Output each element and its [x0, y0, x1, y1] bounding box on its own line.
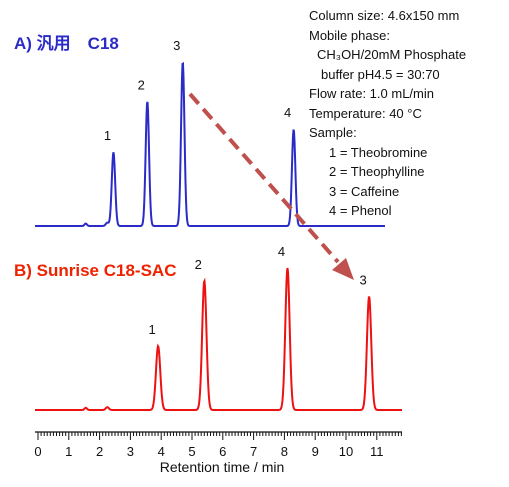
peak-label: 4	[284, 105, 291, 120]
tick-label: 8	[281, 444, 288, 459]
sample-item: 2 = Theophylline	[329, 164, 425, 179]
tick-label: 6	[219, 444, 226, 459]
column-size-text: Column size: 4.6x150 mm	[309, 8, 460, 23]
arrow-line	[188, 92, 340, 264]
tick-label: 11	[370, 444, 384, 459]
tick-label: 0	[34, 444, 41, 459]
conditions-panel: Column size: 4.6x150 mm Mobile phase: CH…	[309, 6, 466, 221]
mobile-phase-line2: buffer pH4.5 = 30:70	[321, 66, 440, 82]
mobile-phase-label: Mobile phase:	[309, 27, 390, 43]
tick-label: 3	[127, 444, 134, 459]
sample-item: 3 = Caffeine	[329, 183, 400, 199]
tick-label: 7	[250, 444, 257, 459]
chromatogram-trace-b	[35, 267, 402, 411]
tick-label: 5	[188, 444, 195, 459]
x-axis-label: Retention time / min	[160, 459, 285, 475]
tick-label: 10	[339, 444, 353, 459]
peak-label: 3	[359, 272, 366, 287]
mobile-phase-line1: CH₃OH/20mM Phosphate	[317, 47, 467, 62]
temperature-text: Temperature: 40 °C	[309, 105, 422, 121]
tick-label: 2	[96, 444, 103, 459]
arrow-head	[332, 258, 354, 280]
tick-label: 1	[65, 444, 72, 459]
peak-label: 1	[148, 322, 155, 337]
chart-b-title: B) Sunrise C18-SAC	[14, 261, 176, 280]
x-axis: 0 1 2 3 4 5 6 7 8 9 10 11	[34, 431, 402, 459]
sample-item: 1 = Theobromine	[329, 144, 428, 160]
peak-label: 1	[104, 128, 111, 143]
sample-label: Sample:	[309, 125, 357, 140]
peak-label: 2	[138, 77, 145, 92]
tick-label: 4	[158, 444, 165, 459]
sample-item: 4 = Phenol	[329, 203, 392, 218]
tick-label: 9	[312, 444, 319, 459]
peak-label: 3	[173, 38, 180, 53]
chart-a-title: A) 汎用 C18	[14, 33, 119, 53]
flow-rate-text: Flow rate: 1.0 mL/min	[309, 86, 434, 101]
chromatogram-trace-a	[35, 61, 385, 227]
peak-shift-arrow	[188, 92, 354, 280]
peak-label: 4	[278, 244, 285, 259]
peak-label: 2	[195, 257, 202, 272]
